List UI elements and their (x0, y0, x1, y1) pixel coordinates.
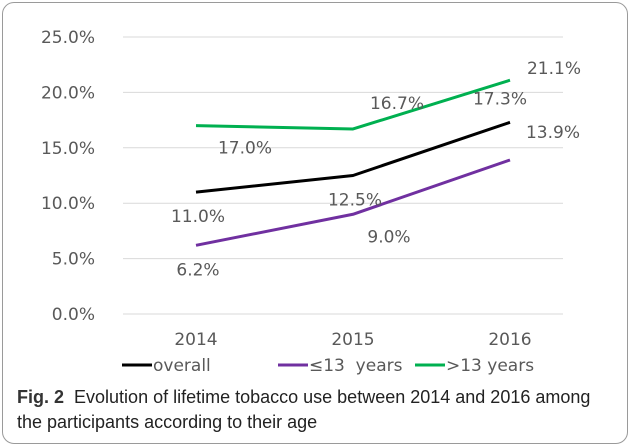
series-line (195, 158, 511, 247)
figure-caption: Fig. 2 Evolution of lifetime tobacco use… (17, 385, 617, 435)
data-label: 16.7% (370, 94, 424, 114)
y-tick-label: 15.0% (41, 139, 95, 159)
x-tick-label: 2015 (331, 330, 374, 350)
data-label: 17.3% (473, 89, 527, 109)
data-label: 6.2% (176, 260, 219, 280)
data-label: 11.0% (171, 207, 225, 227)
y-tick-label: 20.0% (41, 83, 95, 103)
series-line (195, 78, 511, 131)
y-tick-label: 10.0% (41, 194, 95, 214)
caption-label: Fig. 2 (17, 387, 65, 407)
legend-label: >13 years (446, 356, 534, 376)
legend-label: ≤13 years (309, 356, 403, 376)
line-chart: 0.0% 5.0% 10.0% 15.0% 20.0% 25.0% 2014 2015 201… (41, 28, 581, 376)
x-tick-label: 2014 (174, 330, 217, 350)
y-tick-label: 5.0% (52, 250, 95, 270)
y-tick-label: 25.0% (41, 28, 95, 48)
data-label: 21.1% (527, 59, 581, 79)
caption-text: Evolution of lifetime tobacco use betwee… (17, 387, 591, 432)
data-label: 17.0% (218, 139, 272, 159)
data-label: 12.5% (328, 191, 382, 211)
legend-label: overall (153, 356, 211, 376)
data-label: 9.0% (367, 227, 410, 247)
x-tick-label: 2016 (488, 330, 531, 350)
y-tick-label: 0.0% (52, 305, 95, 325)
data-label: 13.9% (526, 123, 580, 143)
series-line (195, 120, 511, 194)
